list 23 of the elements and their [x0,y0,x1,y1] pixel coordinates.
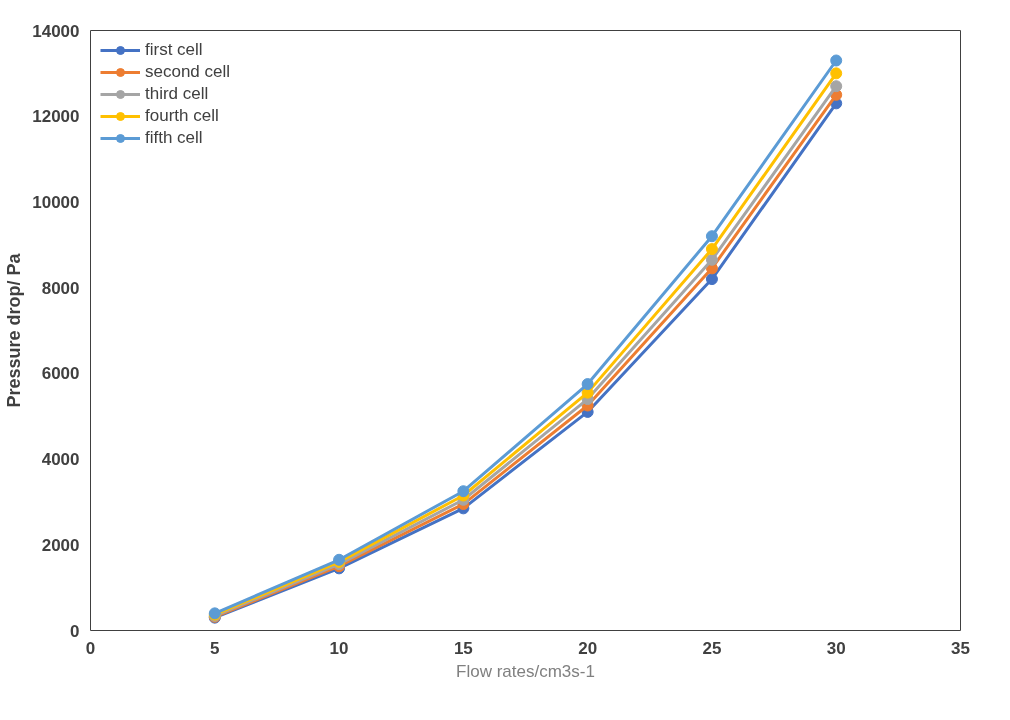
y-axis-title: Pressure drop/ Pa [4,252,25,408]
x-tick-label: 10 [329,638,349,658]
y-tick-label: 0 [70,621,80,641]
legend-label: second cell [145,62,231,82]
x-tick-label: 25 [702,638,722,658]
legend-label: fifth cell [145,128,203,148]
legend-label: third cell [145,84,209,104]
x-tick-label: 0 [85,638,96,658]
y-tick-label: 10000 [32,192,80,212]
x-tick-label: 5 [210,638,220,658]
legend-label: fourth cell [145,106,219,126]
y-tick-label: 12000 [32,107,80,127]
y-tick-label: 14000 [32,21,80,41]
x-tick-label: 30 [826,638,846,658]
y-tick-label: 2000 [41,535,80,555]
x-tick-label: 15 [453,638,473,658]
legend-label: first cell [145,40,203,60]
x-tick-label: 35 [951,638,970,658]
y-tick-label: 8000 [41,278,80,298]
y-tick-label: 6000 [41,364,80,384]
x-axis-title: Flow rates/cm3s-1 [456,661,595,681]
y-tick-label: 4000 [41,450,80,470]
x-tick-label: 20 [578,638,598,658]
